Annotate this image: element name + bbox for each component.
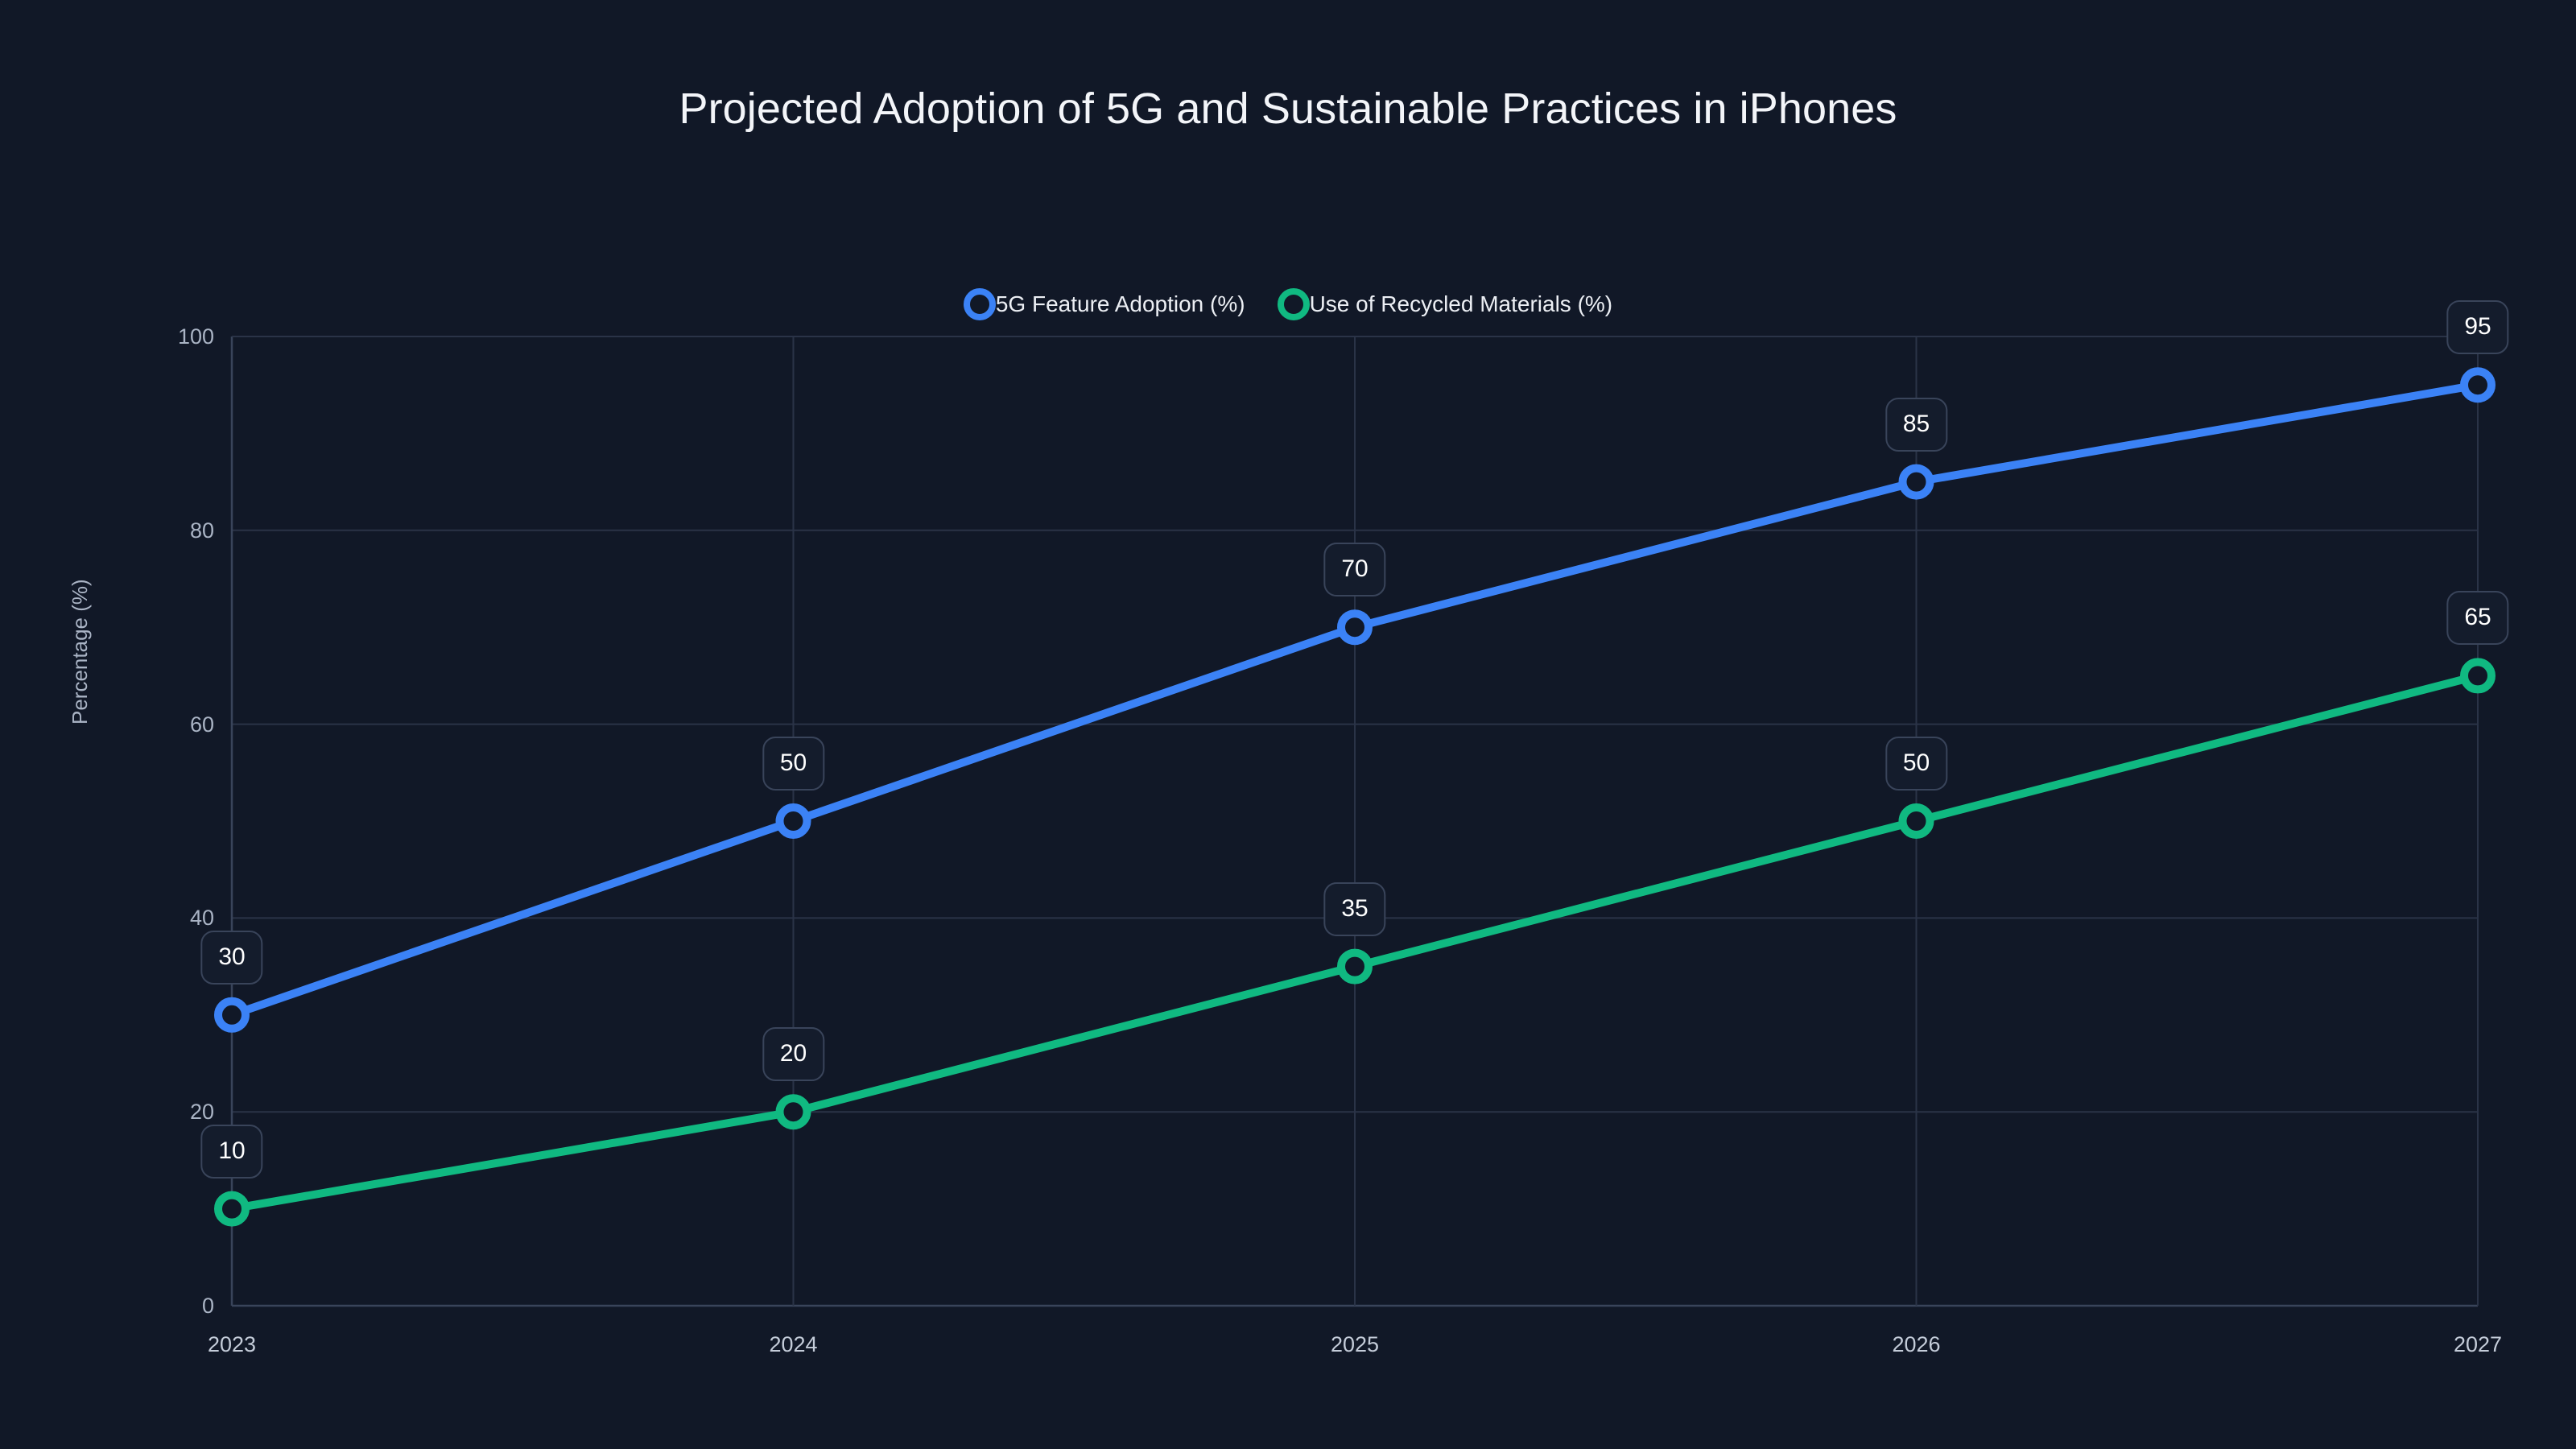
y-axis-tick-label: 20 — [189, 1100, 214, 1125]
y-axis-tick-label: 100 — [177, 324, 214, 349]
data-point-marker[interactable] — [2460, 658, 2496, 694]
y-axis-tick-label: 40 — [189, 906, 214, 931]
y-axis-tick-label: 80 — [189, 518, 214, 543]
data-point-marker[interactable] — [214, 997, 250, 1033]
data-point-marker[interactable] — [775, 1094, 811, 1130]
data-point-label: 20 — [762, 1027, 825, 1082]
data-point-label: 30 — [200, 930, 263, 985]
data-point-marker[interactable] — [2460, 367, 2496, 403]
data-point-label: 70 — [1323, 543, 1386, 597]
data-point-marker[interactable] — [775, 803, 811, 839]
x-axis-tick-label: 2026 — [1892, 1332, 1941, 1356]
data-point-label: 95 — [2446, 300, 2509, 355]
data-point-label: 65 — [2446, 591, 2509, 646]
data-point-marker[interactable] — [214, 1191, 250, 1227]
data-point-label: 50 — [762, 737, 825, 791]
data-point-marker[interactable] — [1898, 464, 1934, 500]
x-axis-tick-label: 2025 — [1330, 1332, 1380, 1356]
y-axis-tick-label: 60 — [189, 712, 214, 737]
data-point-marker[interactable] — [1337, 948, 1373, 985]
x-axis-tick-label: 2027 — [2453, 1332, 2503, 1356]
y-axis-title: Percentage (%) — [68, 579, 92, 724]
chart-title: Projected Adoption of 5G and Sustainable… — [679, 85, 1897, 133]
x-axis-tick-label: 2023 — [207, 1332, 257, 1356]
data-point-label: 85 — [1885, 397, 1948, 452]
data-point-label: 35 — [1323, 881, 1386, 936]
data-point-label: 50 — [1885, 737, 1948, 791]
data-point-label: 10 — [200, 1124, 263, 1179]
data-point-marker[interactable] — [1337, 609, 1373, 646]
y-axis-tick-label: 0 — [201, 1294, 214, 1318]
data-point-marker[interactable] — [1898, 803, 1934, 839]
x-axis-tick-label: 2024 — [769, 1332, 818, 1356]
